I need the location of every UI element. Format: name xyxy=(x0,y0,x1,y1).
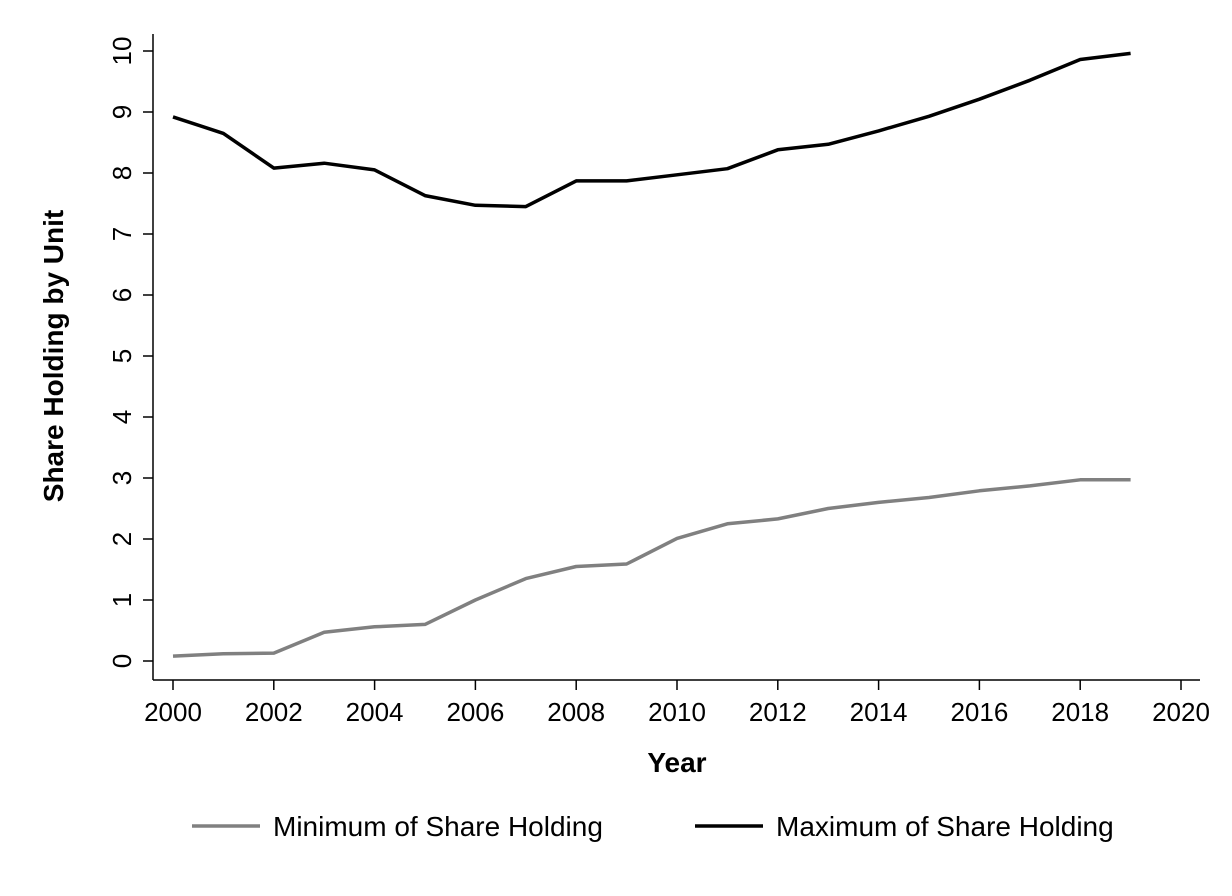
y-tick-label: 6 xyxy=(107,288,137,302)
y-tick-label: 8 xyxy=(107,166,137,180)
x-tick-label: 2008 xyxy=(547,697,605,727)
x-tick-label: 2018 xyxy=(1051,697,1109,727)
y-tick-label: 2 xyxy=(107,532,137,546)
x-tick-label: 2004 xyxy=(346,697,404,727)
y-tick-label: 10 xyxy=(107,37,137,66)
legend-label-minimum: Minimum of Share Holding xyxy=(273,811,603,842)
series-line-maximum xyxy=(172,51,1131,209)
x-tick-label: 2020 xyxy=(1152,697,1210,727)
x-tick-label: 2000 xyxy=(144,697,202,727)
legend: Minimum of Share Holding Maximum of Share… xyxy=(192,811,1114,842)
y-axis-title: Share Holding by Unit xyxy=(38,210,69,502)
y-tick-label: 3 xyxy=(107,471,137,485)
plot-area xyxy=(172,51,1131,658)
y-tick-label: 9 xyxy=(107,105,137,119)
x-tick-label: 2006 xyxy=(446,697,504,727)
y-tick-label: 7 xyxy=(107,227,137,241)
x-tick-label: 2002 xyxy=(245,697,303,727)
y-tick-label: 1 xyxy=(107,593,137,607)
x-tick-label: 2010 xyxy=(648,697,706,727)
series-line-minimum xyxy=(172,478,1131,658)
x-tick-label: 2012 xyxy=(749,697,807,727)
x-tick-label: 2014 xyxy=(850,697,908,727)
x-axis-title: Year xyxy=(647,747,706,778)
y-tick-label: 4 xyxy=(107,410,137,424)
y-tick-label: 0 xyxy=(107,654,137,668)
legend-label-maximum: Maximum of Share Holding xyxy=(776,811,1114,842)
axes: 2000 2002 2004 2006 2008 2010 2012 2014 2016 2018… xyxy=(107,34,1210,727)
y-tick-label: 5 xyxy=(107,349,137,363)
x-tick-label: 2016 xyxy=(950,697,1008,727)
